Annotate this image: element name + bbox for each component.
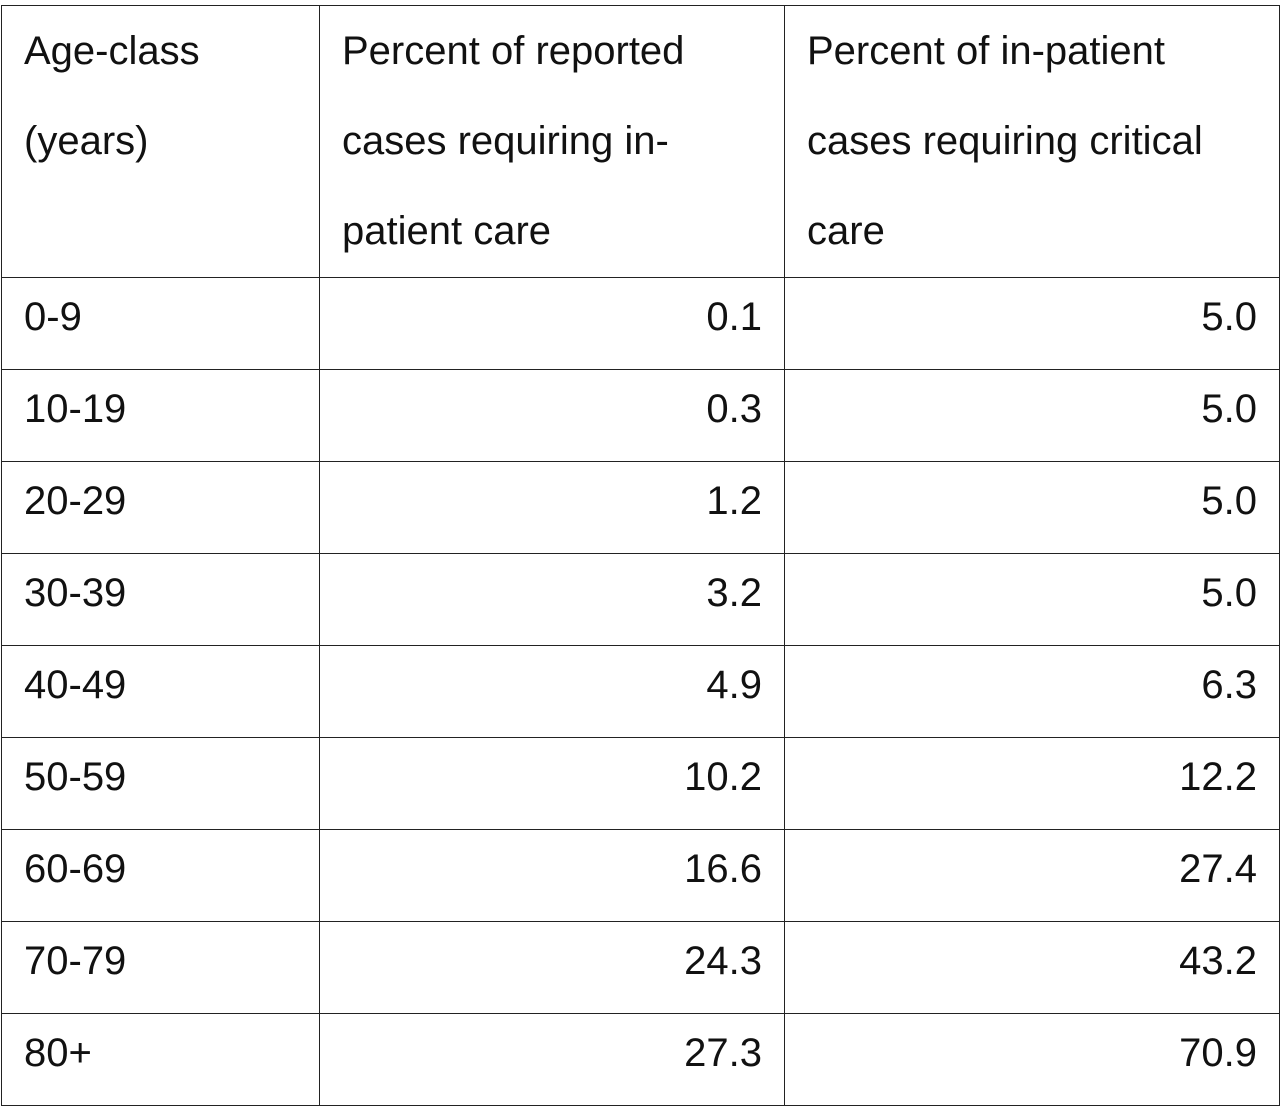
cell-critical-care-percent: 5.0 bbox=[784, 369, 1280, 462]
cell-critical-care-percent: 27.4 bbox=[784, 829, 1280, 922]
cell-inpatient-percent: 1.2 bbox=[319, 461, 785, 554]
table-row: 40-49 4.9 6.3 bbox=[1, 645, 1280, 738]
cell-critical-care-percent: 5.0 bbox=[784, 553, 1280, 646]
table-header: Age-class (years) Percent of reported ca… bbox=[1, 5, 1280, 278]
cell-inpatient-percent: 3.2 bbox=[319, 553, 785, 646]
header-inpatient-percent: Percent of reported cases requiring in-p… bbox=[319, 5, 785, 278]
cell-age-class: 30-39 bbox=[1, 553, 320, 646]
table-row: 10-19 0.3 5.0 bbox=[1, 369, 1280, 462]
cell-age-class: 80+ bbox=[1, 1013, 320, 1106]
table-row: 80+ 27.3 70.9 bbox=[1, 1013, 1280, 1106]
cell-inpatient-percent: 10.2 bbox=[319, 737, 785, 830]
cell-inpatient-percent: 0.1 bbox=[319, 277, 785, 370]
cell-age-class: 0-9 bbox=[1, 277, 320, 370]
cell-critical-care-percent: 12.2 bbox=[784, 737, 1280, 830]
header-row: Age-class (years) Percent of reported ca… bbox=[1, 5, 1280, 278]
header-critical-care-percent: Percent of in-patient cases requiring cr… bbox=[784, 5, 1280, 278]
cell-critical-care-percent: 43.2 bbox=[784, 921, 1280, 1014]
cell-inpatient-percent: 24.3 bbox=[319, 921, 785, 1014]
header-age-class: Age-class (years) bbox=[1, 5, 320, 278]
cell-critical-care-percent: 6.3 bbox=[784, 645, 1280, 738]
table-row: 60-69 16.6 27.4 bbox=[1, 829, 1280, 922]
cell-critical-care-percent: 70.9 bbox=[784, 1013, 1280, 1106]
table-row: 70-79 24.3 43.2 bbox=[1, 921, 1280, 1014]
cell-age-class: 20-29 bbox=[1, 461, 320, 554]
table-row: 20-29 1.2 5.0 bbox=[1, 461, 1280, 554]
cell-age-class: 70-79 bbox=[1, 921, 320, 1014]
cell-age-class: 40-49 bbox=[1, 645, 320, 738]
table-row: 50-59 10.2 12.2 bbox=[1, 737, 1280, 830]
cell-age-class: 50-59 bbox=[1, 737, 320, 830]
cell-inpatient-percent: 27.3 bbox=[319, 1013, 785, 1106]
cell-inpatient-percent: 0.3 bbox=[319, 369, 785, 462]
cell-age-class: 10-19 bbox=[1, 369, 320, 462]
cell-critical-care-percent: 5.0 bbox=[784, 461, 1280, 554]
cell-critical-care-percent: 5.0 bbox=[784, 277, 1280, 370]
table-body: 0-9 0.1 5.0 10-19 0.3 5.0 20-29 1.2 5.0 … bbox=[1, 277, 1280, 1106]
cell-inpatient-percent: 4.9 bbox=[319, 645, 785, 738]
table-row: 0-9 0.1 5.0 bbox=[1, 277, 1280, 370]
cell-age-class: 60-69 bbox=[1, 829, 320, 922]
table-row: 30-39 3.2 5.0 bbox=[1, 553, 1280, 646]
age-class-care-table: Age-class (years) Percent of reported ca… bbox=[1, 5, 1280, 1106]
cell-inpatient-percent: 16.6 bbox=[319, 829, 785, 922]
